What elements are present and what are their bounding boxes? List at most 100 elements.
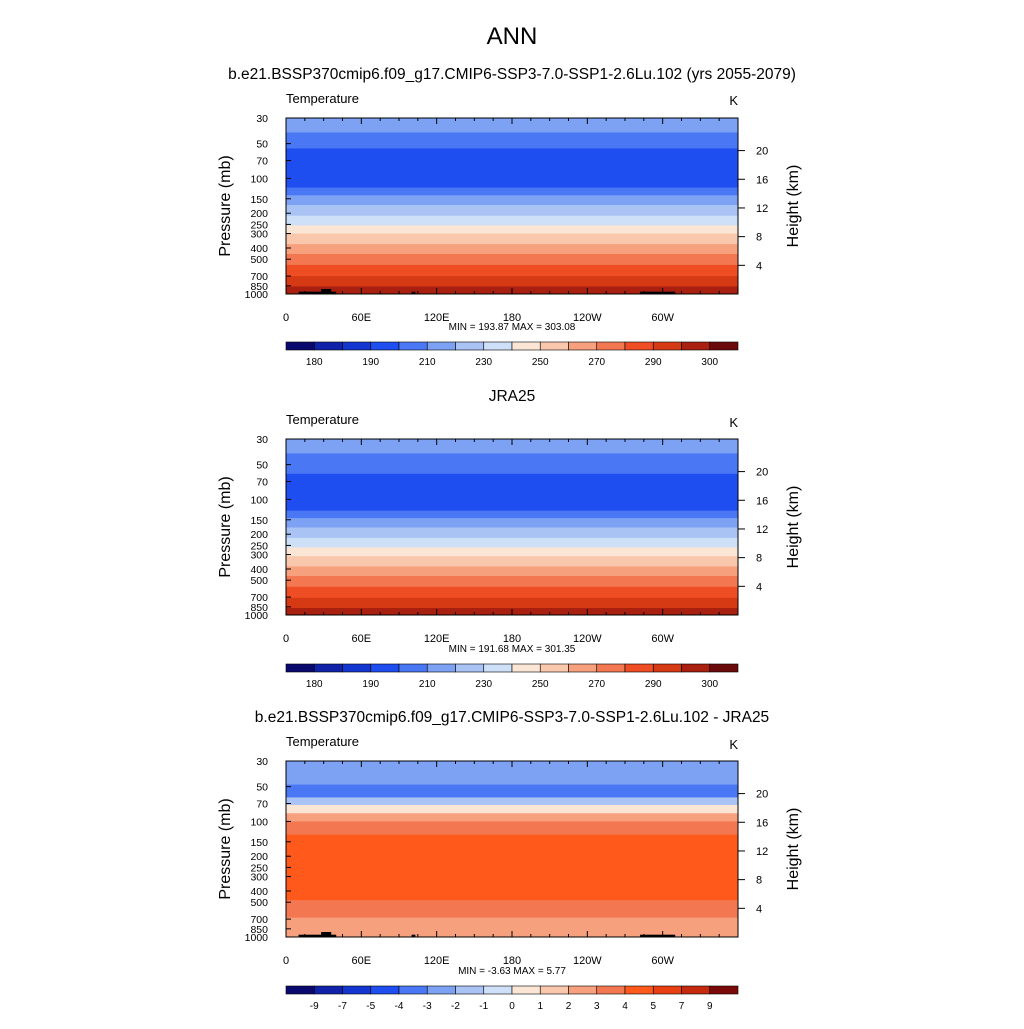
contour-band xyxy=(286,804,738,814)
y-tick-label: 700 xyxy=(250,914,268,926)
colorbar-label: -7 xyxy=(338,1001,347,1012)
colorbar-label: 290 xyxy=(645,357,662,368)
panel-3-y2label: Height (km) xyxy=(785,808,802,891)
colorbar-label: 290 xyxy=(645,679,662,690)
colorbar-swatch xyxy=(370,341,400,351)
colorbar-swatch xyxy=(652,985,682,995)
y-tick-label: 400 xyxy=(250,243,268,255)
y-tick-label: 1000 xyxy=(245,932,269,944)
contour-band xyxy=(286,586,738,599)
panel-2-left-label: Temperature xyxy=(286,412,359,427)
contour-band xyxy=(286,518,738,529)
colorbar-label: 230 xyxy=(475,357,492,368)
x-tick-label: 180 xyxy=(503,633,521,645)
y2-tick-label: 16 xyxy=(756,174,768,186)
colorbar-swatch xyxy=(285,341,315,351)
panel-1-left-label: Temperature xyxy=(286,91,359,106)
panel-1-title: b.e21.BSSP370cmip6.f09_g17.CMIP6-SSP3-7.… xyxy=(228,66,796,83)
x-tick-label: 60E xyxy=(352,955,372,967)
contour-band xyxy=(286,264,738,277)
contour-band xyxy=(286,439,738,454)
y2-tick-label: 12 xyxy=(756,846,768,858)
contour-band xyxy=(286,148,738,189)
contour-band xyxy=(286,253,738,266)
colorbar-swatch xyxy=(342,341,372,351)
topography-mask xyxy=(298,291,337,294)
y-tick-label: 850 xyxy=(250,924,268,936)
colorbar-label: 7 xyxy=(679,1001,685,1012)
y2-tick-label: 4 xyxy=(756,260,762,272)
panel-1-stats: MIN = 193.87 MAX = 303.08 xyxy=(449,322,576,333)
colorbar-swatch xyxy=(370,985,400,995)
colorbar-swatch xyxy=(539,985,569,995)
x-tick-label: 0 xyxy=(283,955,289,967)
x-tick-label: 60E xyxy=(352,312,372,324)
panel-1-colorbar: 180 190 210 230 250 270 290 300 xyxy=(285,341,739,368)
colorbar-label: 250 xyxy=(532,357,549,368)
x-tick-label: 60W xyxy=(651,633,674,645)
y2-tick-label: 4 xyxy=(756,581,762,593)
colorbar-swatch xyxy=(455,341,485,351)
panel-2-colorbar: 180 190 210 230 250 270 290 300 xyxy=(285,663,739,690)
colorbar-label: 210 xyxy=(419,357,436,368)
x-tick-label: 60W xyxy=(651,955,674,967)
y-tick-label: 1000 xyxy=(245,289,269,301)
y-tick-label: 30 xyxy=(256,113,268,125)
y2-tick-label: 20 xyxy=(756,467,768,479)
y-tick-label: 250 xyxy=(250,219,268,231)
panel-2: JRA25 Temperature K 0 60E 120E 180 120W 60W 30… xyxy=(217,388,802,690)
colorbar-label: 190 xyxy=(362,679,379,690)
x-tick-label: 180 xyxy=(503,312,521,324)
y-tick-label: 100 xyxy=(250,173,268,185)
colorbar-swatch xyxy=(342,663,372,673)
panel-2-y2label: Height (km) xyxy=(785,486,802,569)
contour-band xyxy=(286,187,738,196)
colorbar-swatch xyxy=(652,341,682,351)
y2-tick-label: 8 xyxy=(756,553,762,565)
colorbar-swatch xyxy=(313,663,343,673)
contour-band xyxy=(286,566,738,577)
y2-tick-label: 8 xyxy=(756,232,762,244)
y-tick-label: 70 xyxy=(256,477,268,489)
x-tick-label: 60E xyxy=(352,633,372,645)
colorbar-swatch xyxy=(511,341,541,351)
colorbar-swatch xyxy=(426,663,456,673)
y-tick-label: 100 xyxy=(250,816,268,828)
colorbar-swatch xyxy=(313,985,343,995)
contour-band xyxy=(286,797,738,806)
colorbar-swatch xyxy=(568,663,598,673)
colorbar-swatch xyxy=(568,341,598,351)
colorbar-swatch xyxy=(539,663,569,673)
y-tick-label: 150 xyxy=(250,837,268,849)
y-tick-label: 70 xyxy=(256,799,268,811)
colorbar-label: 270 xyxy=(588,679,605,690)
contour-band xyxy=(286,215,738,226)
contour-band xyxy=(286,900,738,919)
panel-3-stats: MIN = -3.63 MAX = 5.77 xyxy=(458,966,566,977)
x-tick-label: 180 xyxy=(503,955,521,967)
panel-3-title: b.e21.BSSP370cmip6.f09_g17.CMIP6-SSP3-7.… xyxy=(255,709,769,726)
y-tick-label: 70 xyxy=(256,156,268,168)
panel-1-y2label: Height (km) xyxy=(785,165,802,248)
y2-tick-label: 20 xyxy=(756,146,768,158)
y-tick-label: 850 xyxy=(250,602,268,614)
y-tick-label: 250 xyxy=(250,862,268,874)
colorbar-swatch xyxy=(285,985,315,995)
contour-band xyxy=(286,233,738,245)
colorbar-swatch xyxy=(483,663,513,673)
panel-1: b.e21.BSSP370cmip6.f09_g17.CMIP6-SSP3-7.… xyxy=(217,66,802,368)
x-tick-label: 120E xyxy=(424,955,450,967)
colorbar-swatch xyxy=(652,663,682,673)
contour-band xyxy=(286,917,738,938)
colorbar-label: 5 xyxy=(650,1001,656,1012)
y-tick-label: 400 xyxy=(250,886,268,898)
y-tick-label: 700 xyxy=(250,592,268,604)
y-tick-label: 300 xyxy=(250,550,268,562)
panel-3-ylabel: Pressure (mb) xyxy=(217,798,234,899)
contour-band xyxy=(286,537,738,548)
y-tick-label: 50 xyxy=(256,460,268,472)
panel-1-right-label: K xyxy=(729,93,738,108)
y-tick-label: 200 xyxy=(250,851,268,863)
